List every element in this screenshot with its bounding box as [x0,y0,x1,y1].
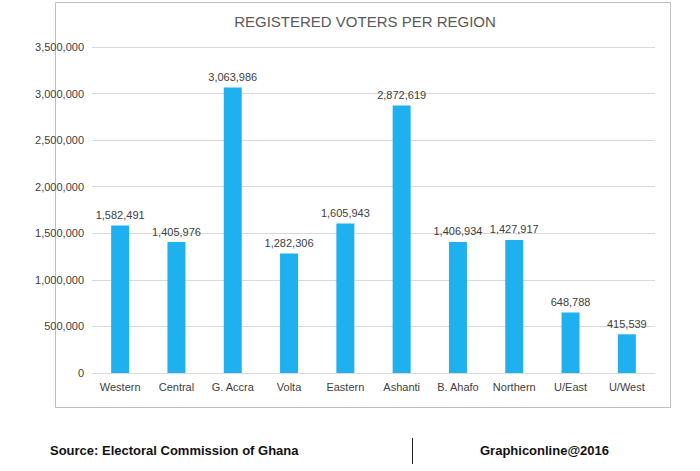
svg-text:1,405,976: 1,405,976 [152,226,201,238]
svg-text:Northern: Northern [493,381,536,393]
svg-text:2,872,619: 2,872,619 [377,89,426,101]
svg-text:2,000,000: 2,000,000 [35,181,84,193]
svg-text:2,500,000: 2,500,000 [35,134,84,146]
svg-text:1,605,943: 1,605,943 [321,207,370,219]
svg-text:648,788: 648,788 [551,296,591,308]
svg-text:Ashanti: Ashanti [383,381,420,393]
svg-text:1,406,934: 1,406,934 [433,225,482,237]
svg-text:415,539: 415,539 [607,318,647,330]
svg-text:REGISTERED VOTERS PER REGION: REGISTERED VOTERS PER REGION [234,13,496,30]
svg-text:3,000,000: 3,000,000 [35,88,84,100]
html-text:Graphiconline@2016: Graphiconline@2016 [480,443,609,458]
svg-text:1,427,917: 1,427,917 [490,223,539,235]
svg-text:3,500,000: 3,500,000 [35,41,84,53]
svg-text:1,000,000: 1,000,000 [35,274,84,286]
svg-text:500,000: 500,000 [44,320,84,332]
svg-text:Western: Western [100,381,141,393]
svg-text:Eastern: Eastern [326,381,364,393]
svg-text:1,282,306: 1,282,306 [265,237,314,249]
svg-text:3,063,986: 3,063,986 [208,71,257,83]
svg-text:1,500,000: 1,500,000 [35,227,84,239]
svg-text:Volta: Volta [277,381,302,393]
svg-text:G. Accra: G. Accra [212,381,255,393]
svg-text:U/East: U/East [554,381,587,393]
svg-text:1,582,491: 1,582,491 [96,209,145,221]
svg-text:U/West: U/West [609,381,645,393]
svg-text:B. Ahafo: B. Ahafo [437,381,479,393]
svg-text:Central: Central [159,381,194,393]
svg-text:0: 0 [78,367,84,379]
html-text:Source: Electoral Commission o: Source: Electoral Commission of Ghana [50,443,299,458]
